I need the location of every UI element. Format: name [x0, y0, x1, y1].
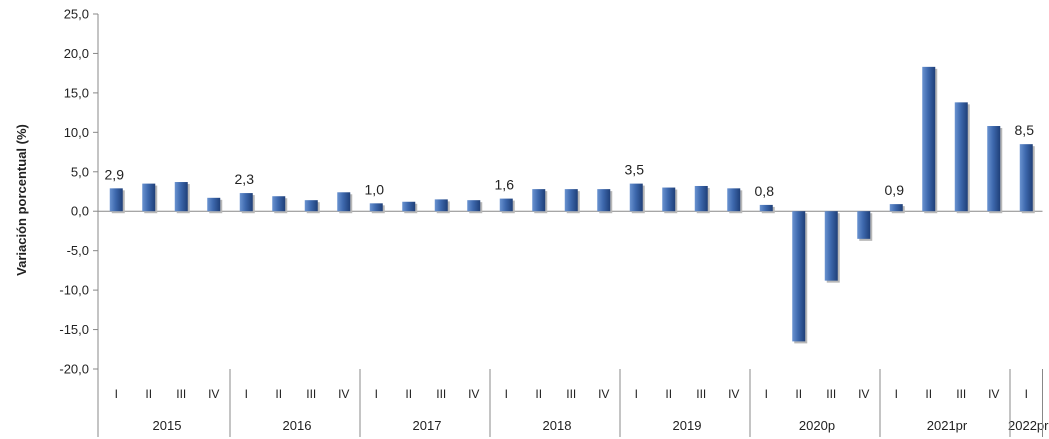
bar: [954, 102, 968, 212]
quarter-label: III: [956, 387, 966, 401]
quarter-label: II: [145, 387, 152, 401]
quarter-label: IV: [728, 387, 739, 401]
quarter-label: III: [566, 387, 576, 401]
y-tick-label: -5,0: [67, 243, 89, 258]
year-label: 2021pr: [927, 418, 968, 433]
quarter-label: II: [275, 387, 282, 401]
bar: [694, 185, 708, 212]
y-axis-title: Variación porcentual (%): [14, 124, 29, 276]
bar: [1019, 144, 1033, 212]
quarter-label: IV: [208, 387, 219, 401]
year-label: 2019: [673, 418, 702, 433]
quarter-label: IV: [988, 387, 999, 401]
bar: [987, 126, 1001, 212]
year-label: 2018: [543, 418, 572, 433]
year-label: 2015: [153, 418, 182, 433]
year-label: 2022pr: [1008, 418, 1049, 433]
bar: [597, 189, 611, 212]
bar: [889, 204, 903, 212]
bar: [532, 189, 546, 212]
quarter-label: I: [895, 387, 898, 401]
bar: [499, 198, 513, 212]
quarter-label: I: [115, 387, 118, 401]
quarter-label: I: [635, 387, 638, 401]
bar: [402, 201, 416, 212]
bar: [239, 193, 253, 212]
quarter-label: III: [176, 387, 186, 401]
bars: 2,9 2,3 1,0 1,6 3,5 0,8 0,9 8,5: [98, 66, 1043, 344]
quarter-label: I: [505, 387, 508, 401]
data-label: 8,5: [1015, 122, 1035, 138]
y-tick-label: 0,0: [71, 204, 89, 219]
y-tick-label: 25,0: [64, 7, 89, 22]
y-tick-label: 20,0: [64, 46, 89, 61]
bar: [662, 187, 676, 212]
y-tick-label: -10,0: [59, 283, 89, 298]
data-label: 1,6: [495, 177, 515, 193]
bar: [109, 188, 123, 212]
y-tick-label: -20,0: [59, 362, 89, 377]
y-tick-label: 5,0: [71, 164, 89, 179]
data-label: 2,9: [105, 166, 125, 182]
quarter-label: II: [535, 387, 542, 401]
bar: [824, 211, 838, 281]
data-label: 0,9: [885, 182, 905, 198]
bar: [272, 196, 286, 212]
quarter-label: III: [436, 387, 446, 401]
bar: [792, 211, 806, 342]
bar: [207, 197, 221, 212]
quarter-label: IV: [598, 387, 609, 401]
bar: [174, 182, 188, 212]
bar: [337, 192, 351, 212]
quarter-label: I: [375, 387, 378, 401]
y-tick-label: 15,0: [64, 85, 89, 100]
bar: [759, 204, 773, 212]
data-label: 1,0: [365, 181, 385, 197]
bar: [467, 200, 481, 212]
bar: [857, 211, 871, 239]
y-tick-label: 10,0: [64, 125, 89, 140]
data-label: 2,3: [235, 171, 255, 187]
quarter-label: I: [765, 387, 768, 401]
quarter-label: III: [826, 387, 836, 401]
bar: [564, 189, 578, 212]
year-label: 2017: [413, 418, 442, 433]
bar: [142, 183, 156, 212]
quarter-label: III: [306, 387, 316, 401]
y-axis: 25,0 20,0 15,0 10,0 5,0 0,0 -5,0 -10,0 -15,0 -20,…: [59, 7, 99, 377]
year-label: 2016: [283, 418, 312, 433]
bar: [629, 183, 643, 212]
y-tick-label: -15,0: [59, 322, 89, 337]
quarter-label: I: [1025, 387, 1028, 401]
bar: [369, 203, 383, 212]
quarter-label: IV: [858, 387, 869, 401]
data-label: 0,8: [755, 183, 775, 199]
data-label: 3,5: [625, 162, 645, 178]
bar: [304, 200, 318, 212]
quarter-label: II: [925, 387, 932, 401]
quarter-label: II: [405, 387, 412, 401]
bar: [727, 188, 741, 212]
year-label: 2020p: [799, 418, 835, 433]
quarter-label: II: [665, 387, 672, 401]
quarter-label: IV: [468, 387, 479, 401]
quarter-label: III: [696, 387, 706, 401]
bar: [434, 199, 448, 212]
quarter-label: IV: [338, 387, 349, 401]
quarter-label: I: [245, 387, 248, 401]
bar: [922, 66, 936, 212]
quarter-label: II: [795, 387, 802, 401]
